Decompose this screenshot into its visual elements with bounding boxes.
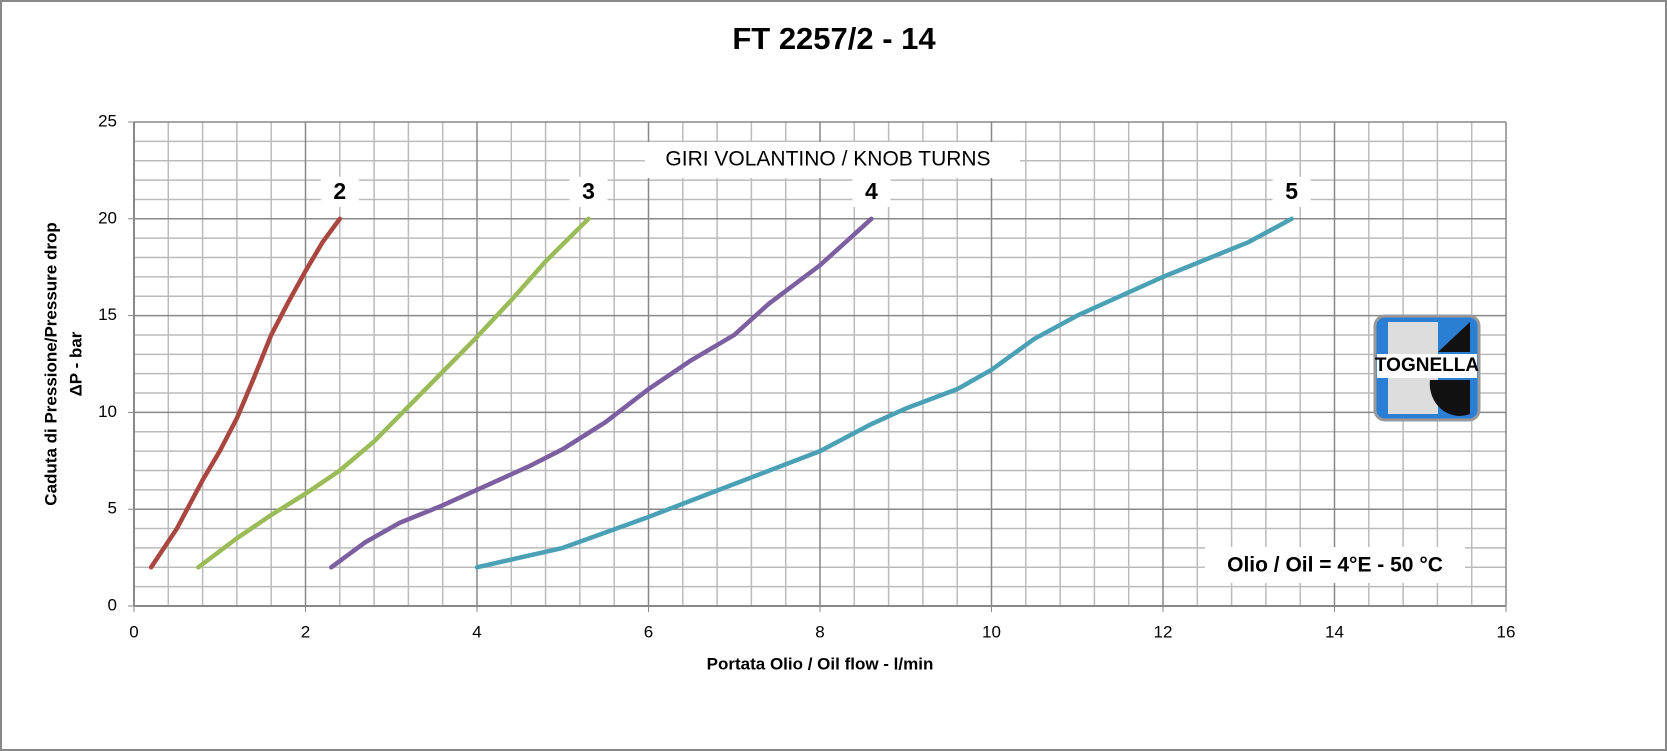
- x-axis-label: Portata Olio / Oil flow - l/min: [707, 654, 934, 673]
- series-label: 2: [333, 178, 346, 204]
- x-tick-label: 12: [1154, 622, 1173, 641]
- logo-text: TOGNELLA: [1375, 355, 1479, 376]
- logo: TOGNELLA: [1373, 314, 1481, 422]
- annotation: Olio / Oil = 4°E - 50 °C: [1227, 554, 1443, 577]
- annotation-box: [1205, 547, 1465, 583]
- logo-band: [1377, 354, 1477, 378]
- y-tick-label: 0: [108, 595, 117, 614]
- series-label-box: [569, 176, 608, 207]
- y-axis-label: ΔP - bar: [66, 331, 85, 396]
- y-axis-label: Caduta di Pressione/Pressure drop: [41, 222, 60, 505]
- series-line: [474, 216, 1294, 570]
- y-tick-label: 20: [98, 208, 117, 227]
- y-tick-label: 25: [98, 111, 117, 130]
- series-label-box: [320, 176, 359, 207]
- series-label: 5: [1285, 178, 1298, 204]
- series-line: [148, 216, 343, 570]
- y-tick-label: 5: [108, 499, 117, 518]
- series-label-box: [1272, 176, 1311, 207]
- logo-shape: [1429, 380, 1470, 416]
- annotation-box: [645, 142, 1020, 178]
- annotation: GIRI VOLANTINO / KNOB TURNS: [665, 148, 990, 171]
- grid: [133, 121, 1507, 607]
- logo-shape: [1438, 322, 1470, 352]
- x-tick-label: 0: [129, 622, 138, 641]
- chart-title: FT 2257/2 - 14: [732, 21, 936, 56]
- y-tick-label: 15: [98, 305, 117, 324]
- x-tick-label: 10: [982, 622, 1001, 641]
- x-tick-label: 16: [1497, 622, 1516, 641]
- y-tick-label: 10: [98, 402, 117, 421]
- series-line: [196, 216, 591, 570]
- x-tick-label: 4: [472, 622, 481, 641]
- x-tick-label: 2: [301, 622, 310, 641]
- series-label-box: [852, 176, 891, 207]
- series-label: 3: [582, 178, 595, 204]
- x-tick-label: 6: [644, 622, 653, 641]
- series-line: [328, 216, 874, 570]
- x-tick-label: 8: [815, 622, 824, 641]
- x-tick-label: 14: [1325, 622, 1344, 641]
- series-label: 4: [865, 178, 878, 204]
